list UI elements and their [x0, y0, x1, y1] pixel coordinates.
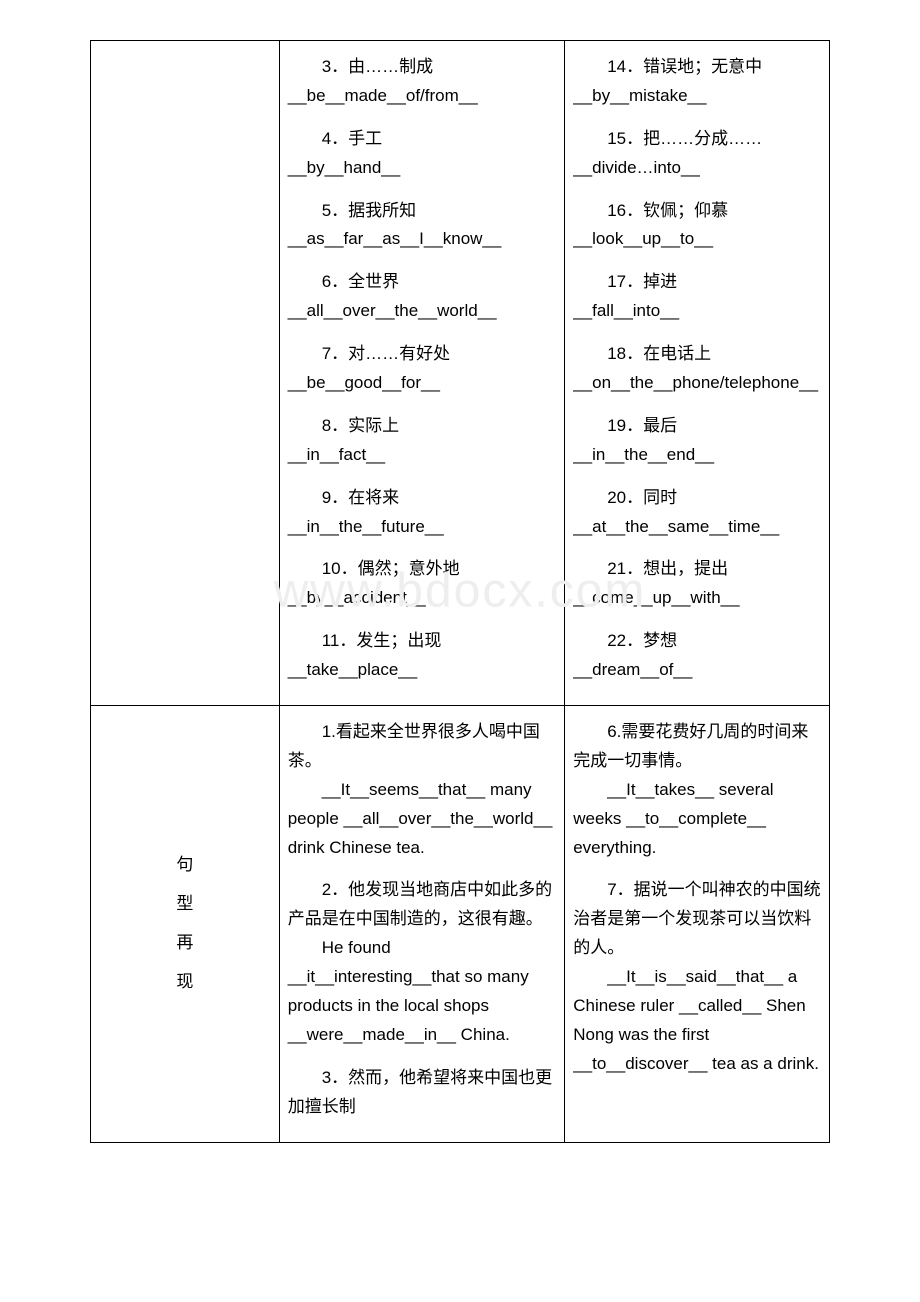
r0c2-11-en: __take__place__ [288, 656, 557, 685]
r0c2-4-zh: 4．手工 [288, 125, 557, 154]
r0c2-10-zh: 10．偶然；意外地 [288, 555, 557, 584]
r0c3-16-en: __look__up__to__ [573, 225, 821, 254]
r1c2-1-zh: 1.看起来全世界很多人喝中国茶。 [288, 718, 557, 776]
r1c2-3-zh: 3．然而，他希望将来中国也更加擅长制 [288, 1064, 557, 1122]
r0c2-8-en: __in__fact__ [288, 441, 557, 470]
r0c2-9-en: __in__the__future__ [288, 513, 557, 542]
r0c3-15-en: __divide…into__ [573, 154, 821, 183]
r0c2-11-zh: 11．发生；出现 [288, 627, 557, 656]
section-label: 句 型 再 现 [99, 851, 271, 997]
r0c2-4-en: __by__hand__ [288, 154, 557, 183]
content-table: 3．由……制成__be__made__of/from__ 4．手工__by__h… [90, 40, 830, 1143]
r0c2-10-en: __by__accident__ [288, 584, 557, 613]
r0c3-20-zh: 20．同时 [573, 484, 821, 513]
r0c2-5-zh: 5．据我所知 [288, 197, 557, 226]
r0c2-9-zh: 9．在将来 [288, 484, 557, 513]
r0c2-3-zh: 3．由……制成 [288, 53, 557, 82]
r0c3-17-en: __fall__into__ [573, 297, 821, 326]
r0c3-21-zh: 21．想出，提出 [573, 555, 821, 584]
row0-col3: 14．错误地；无意中__by__mistake__ 15．把……分成……__di… [565, 41, 830, 706]
r0c2-3-en: __be__made__of/from__ [288, 82, 557, 111]
r1c3-7-zh: 7．据说一个叫神农的中国统治者是第一个发现茶可以当饮料的人。 [573, 876, 821, 963]
r0c2-7-en: __be__good__for__ [288, 369, 557, 398]
row1-col3: 6.需要花费好几周的时间来完成一切事情。 __It__takes__ sever… [565, 706, 830, 1143]
r0c3-19-zh: 19．最后 [573, 412, 821, 441]
r0c3-15-zh: 15．把……分成…… [573, 125, 821, 154]
r0c2-7-zh: 7．对……有好处 [288, 340, 557, 369]
r1c3-7-en: __It__is__said__that__ a Chinese ruler _… [573, 963, 821, 1079]
label-char-3: 再 [99, 929, 271, 958]
r0c3-22-zh: 22．梦想 [573, 627, 821, 656]
r1c2-1-en: __It__seems__that__ many people __all__o… [288, 776, 557, 863]
r1c3-6-zh: 6.需要花费好几周的时间来完成一切事情。 [573, 718, 821, 776]
r0c3-18-en: __on__the__phone/telephone__ [573, 369, 821, 398]
r0c3-19-en: __in__the__end__ [573, 441, 821, 470]
r0c3-22-en: __dream__of__ [573, 656, 821, 685]
r0c3-21-en: __come__up__with__ [573, 584, 821, 613]
row0-col2: 3．由……制成__be__made__of/from__ 4．手工__by__h… [279, 41, 565, 706]
row0-col1 [91, 41, 280, 706]
r0c3-14-en: __by__mistake__ [573, 82, 821, 111]
r0c3-18-zh: 18．在电话上 [573, 340, 821, 369]
row1-col1-label: 句 型 再 现 [91, 706, 280, 1143]
r0c2-8-zh: 8．实际上 [288, 412, 557, 441]
table-row: 句 型 再 现 1.看起来全世界很多人喝中国茶。 __It__seems__th… [91, 706, 830, 1143]
r0c2-5-en: __as__far__as__I__know__ [288, 225, 557, 254]
r0c3-17-zh: 17．掉进 [573, 268, 821, 297]
r0c2-6-en: __all__over__the__world__ [288, 297, 557, 326]
r0c3-14-zh: 14．错误地；无意中 [573, 53, 821, 82]
label-char-1: 句 [99, 851, 271, 880]
table-row: 3．由……制成__be__made__of/from__ 4．手工__by__h… [91, 41, 830, 706]
label-char-4: 现 [99, 968, 271, 997]
page: www.bdocx.com 3．由……制成__be__made__of/from… [0, 0, 920, 1183]
r0c3-16-zh: 16．钦佩；仰慕 [573, 197, 821, 226]
row1-col2: 1.看起来全世界很多人喝中国茶。 __It__seems__that__ man… [279, 706, 565, 1143]
label-char-2: 型 [99, 890, 271, 919]
r1c2-2-zh: 2．他发现当地商店中如此多的产品是在中国制造的，这很有趣。 [288, 876, 557, 934]
r0c3-20-en: __at__the__same__time__ [573, 513, 821, 542]
r1c2-2-en: He found __it__interesting__that so many… [288, 934, 557, 1050]
r1c3-6-en: __It__takes__ several weeks __to__comple… [573, 776, 821, 863]
r0c2-6-zh: 6．全世界 [288, 268, 557, 297]
